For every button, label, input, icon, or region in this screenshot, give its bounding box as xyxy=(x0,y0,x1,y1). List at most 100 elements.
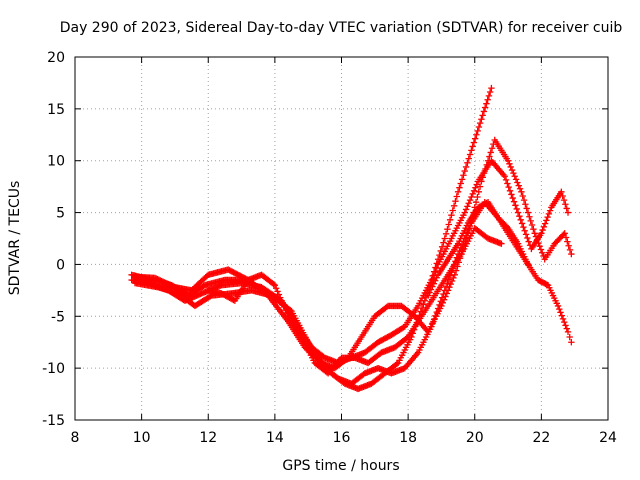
data-point xyxy=(517,216,524,224)
data-point xyxy=(483,161,490,169)
data-point xyxy=(540,223,548,231)
data-point xyxy=(420,301,427,308)
axis-ticks xyxy=(74,56,609,421)
series-track-3 xyxy=(131,136,575,372)
x-tick-label: 18 xyxy=(399,430,417,446)
data-point xyxy=(515,182,522,189)
data-point xyxy=(564,238,571,245)
data-point xyxy=(566,333,573,341)
series-track-5 xyxy=(205,224,505,377)
data-point xyxy=(275,291,283,298)
data-point xyxy=(504,157,512,164)
data-point xyxy=(566,246,574,254)
data-point xyxy=(564,328,572,336)
data-point xyxy=(442,230,450,238)
data-point xyxy=(475,123,483,131)
data-point xyxy=(536,243,543,250)
data-point xyxy=(427,286,435,293)
data-point xyxy=(556,305,563,313)
data-point xyxy=(521,227,528,234)
data-point xyxy=(480,108,488,115)
data-point xyxy=(534,236,541,243)
data-point xyxy=(539,249,546,256)
data-point xyxy=(441,287,448,294)
data-point xyxy=(568,250,575,258)
data-point xyxy=(545,210,553,218)
y-tick-label: -5 xyxy=(51,309,65,325)
data-point xyxy=(277,294,284,301)
data-point xyxy=(474,204,482,211)
data-point xyxy=(429,319,436,327)
data-point xyxy=(470,139,478,146)
data-point xyxy=(468,147,475,154)
data-point xyxy=(498,240,505,247)
data-point xyxy=(505,183,512,191)
data-point xyxy=(479,174,486,181)
data-point xyxy=(522,201,529,208)
data-point xyxy=(527,217,534,225)
data-point xyxy=(469,143,476,150)
data-point xyxy=(525,238,532,245)
data-point xyxy=(465,225,472,233)
data-point xyxy=(538,230,545,237)
data-point xyxy=(554,302,562,310)
data-point xyxy=(563,205,570,212)
data-point xyxy=(438,294,446,301)
data-point xyxy=(513,205,520,213)
data-point xyxy=(282,306,289,314)
y-tick-label: 0 xyxy=(56,257,65,273)
data-point xyxy=(562,201,569,208)
x-tick-label: 14 xyxy=(266,430,284,446)
data-point xyxy=(449,207,456,214)
data-point xyxy=(432,312,439,319)
data-point xyxy=(445,221,452,228)
data-point xyxy=(424,292,432,299)
data-point xyxy=(446,216,454,224)
data-point xyxy=(485,92,493,100)
data-point xyxy=(502,176,510,184)
data-point xyxy=(281,303,288,311)
data-point xyxy=(271,281,279,289)
data-point xyxy=(458,241,466,248)
x-tick-label: 8 xyxy=(71,430,80,446)
data-point xyxy=(524,234,531,242)
data-point xyxy=(568,339,575,346)
data-point xyxy=(473,131,480,138)
data-point xyxy=(476,203,483,210)
data-point xyxy=(456,184,463,191)
data-point xyxy=(478,178,485,185)
data-point xyxy=(564,209,572,216)
data-point xyxy=(526,213,533,220)
data-point xyxy=(462,163,470,171)
data-point xyxy=(510,169,517,177)
data-point xyxy=(518,220,526,227)
data-point xyxy=(448,277,456,285)
data-point xyxy=(461,209,468,216)
data-point xyxy=(421,297,428,304)
data-point xyxy=(442,283,450,290)
y-tick-labels: -15 -10 -5 0 5 10 15 20 xyxy=(42,50,65,429)
data-point xyxy=(433,264,440,272)
data-point xyxy=(460,172,467,179)
data-point xyxy=(506,160,513,168)
data-point xyxy=(561,230,568,237)
data-point xyxy=(507,163,514,171)
y-axis-label: SDTVAR / TECUs xyxy=(7,181,23,296)
data-point xyxy=(461,167,468,175)
data-point xyxy=(520,196,528,204)
data-point xyxy=(450,274,457,282)
data-point xyxy=(516,185,524,192)
data-point xyxy=(535,239,542,247)
x-tick-label: 20 xyxy=(466,430,484,446)
data-point xyxy=(279,300,287,308)
data-point xyxy=(558,312,565,319)
data-point xyxy=(476,183,484,190)
data-point xyxy=(559,192,566,200)
data-point xyxy=(474,127,481,135)
y-tick-label: -10 xyxy=(42,361,65,377)
data-point xyxy=(432,277,439,284)
data-point xyxy=(506,187,514,194)
data-point xyxy=(451,271,458,278)
x-tick-label: 22 xyxy=(532,430,550,446)
